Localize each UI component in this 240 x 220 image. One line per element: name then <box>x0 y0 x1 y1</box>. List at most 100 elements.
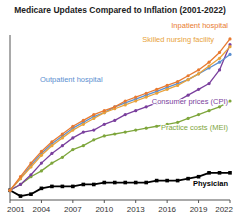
data-point <box>113 181 117 185</box>
data-point <box>134 99 137 102</box>
data-point <box>218 171 222 175</box>
data-point <box>197 68 200 71</box>
data-point <box>19 183 22 186</box>
data-point <box>228 99 231 102</box>
data-point <box>50 140 53 143</box>
x-tick <box>198 200 199 203</box>
data-point <box>197 175 201 179</box>
data-point <box>82 119 85 122</box>
series-label: Physician <box>193 179 228 188</box>
data-point <box>155 92 158 95</box>
data-point <box>40 162 43 165</box>
y-axis <box>10 35 11 200</box>
data-point <box>29 173 32 176</box>
data-point <box>61 185 65 189</box>
data-point <box>103 123 106 126</box>
x-tick-label: 2010 <box>95 205 113 214</box>
series-line <box>10 39 230 190</box>
series-label: Practice costs (MEI) <box>161 123 229 132</box>
chart: Medicare Updates Compared to Inflation (… <box>0 0 240 220</box>
series-line <box>10 173 230 196</box>
data-point <box>124 103 127 106</box>
data-point <box>29 165 32 168</box>
series-label: Inpatient hospital <box>171 21 228 30</box>
data-point <box>166 88 169 91</box>
data-point <box>186 78 189 81</box>
data-point <box>29 162 32 165</box>
data-point <box>29 192 33 196</box>
data-point <box>71 125 74 128</box>
data-point <box>71 136 74 139</box>
data-point <box>61 132 64 135</box>
data-point <box>218 57 221 60</box>
data-point <box>197 113 200 116</box>
data-point <box>61 144 64 147</box>
data-point <box>207 109 210 112</box>
data-point <box>71 148 74 151</box>
data-point <box>92 113 95 116</box>
series-line <box>10 45 230 191</box>
data-point <box>228 53 231 56</box>
data-point <box>197 88 200 91</box>
data-point <box>218 51 221 54</box>
data-point <box>61 136 64 139</box>
data-point <box>207 82 210 85</box>
plot-area <box>8 37 232 198</box>
data-point <box>197 72 200 75</box>
data-point <box>228 37 231 40</box>
series-label: Skilled nursing facility <box>142 35 214 44</box>
data-point <box>82 123 85 126</box>
data-point <box>92 138 95 141</box>
data-point <box>40 187 44 191</box>
x-tick <box>104 200 105 203</box>
x-tick-label: 2001 <box>7 205 25 214</box>
x-tick-label: 2016 <box>158 205 176 214</box>
data-point <box>113 119 116 122</box>
data-point <box>8 189 11 192</box>
data-point <box>113 105 116 108</box>
data-point <box>155 179 159 183</box>
title: Medicare Updates Compared to Inflation (… <box>14 5 226 15</box>
x-tick-label: 2004 <box>33 205 51 214</box>
data-point <box>124 99 127 102</box>
series-line <box>10 101 230 190</box>
data-point <box>228 171 232 175</box>
data-point <box>186 177 190 181</box>
data-point <box>19 183 22 186</box>
data-point <box>71 129 74 132</box>
x-tick-label: 2007 <box>64 205 82 214</box>
x-tick <box>41 200 42 203</box>
data-point <box>50 144 53 147</box>
data-point <box>218 68 221 71</box>
data-point <box>228 45 231 48</box>
data-point <box>186 74 189 77</box>
data-point <box>176 80 179 83</box>
data-point <box>8 189 11 192</box>
data-point <box>134 96 137 99</box>
data-point <box>166 84 169 87</box>
data-point <box>123 181 127 185</box>
series-label: Outpatient hospital <box>40 75 103 84</box>
data-point <box>103 109 106 112</box>
data-point <box>207 171 211 175</box>
x-tick <box>72 200 73 203</box>
x-tick <box>135 200 136 203</box>
data-point <box>8 189 11 192</box>
data-point <box>145 92 148 95</box>
x-tick <box>230 200 231 203</box>
data-point <box>8 189 11 192</box>
x-tick-label: 2013 <box>127 205 145 214</box>
data-point <box>197 72 200 75</box>
x-axis <box>10 200 230 201</box>
series-line <box>10 47 230 191</box>
data-point <box>40 169 43 172</box>
data-point <box>134 109 137 112</box>
x-tick-label: 2022 <box>215 205 233 214</box>
data-point <box>145 127 148 130</box>
data-point <box>82 144 85 147</box>
data-point <box>145 96 148 99</box>
data-point <box>71 185 75 189</box>
data-point <box>113 105 116 108</box>
data-point <box>155 125 158 128</box>
data-point <box>92 129 95 132</box>
